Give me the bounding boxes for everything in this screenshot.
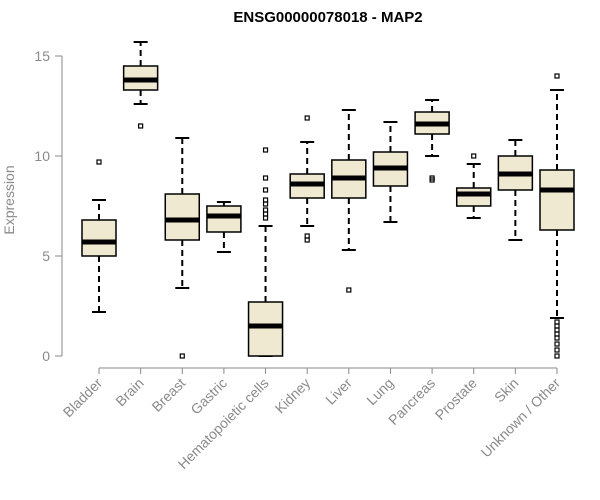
iqr-box bbox=[247, 301, 284, 357]
outlier-point bbox=[304, 115, 310, 121]
outlier-point bbox=[262, 207, 269, 213]
outlier-point bbox=[554, 347, 560, 353]
x-tick-label: Breast bbox=[148, 375, 188, 415]
outlier-point bbox=[179, 353, 185, 359]
outlier-point bbox=[554, 327, 560, 333]
x-tick-label: Unknown / Other bbox=[478, 375, 564, 461]
x-tick-label: Bladder bbox=[60, 375, 106, 421]
outlier-point bbox=[262, 215, 269, 221]
outlier-point bbox=[262, 187, 269, 193]
x-tick-label: Prostate bbox=[432, 375, 480, 423]
box-group bbox=[372, 121, 409, 223]
outlier-point bbox=[262, 197, 269, 203]
outlier-point bbox=[471, 153, 477, 159]
outlier-point bbox=[554, 353, 560, 359]
iqr-box bbox=[81, 219, 117, 257]
y-axis-label: Expression bbox=[1, 165, 17, 234]
outlier-point bbox=[554, 323, 560, 329]
y-tick-label: 5 bbox=[42, 248, 50, 264]
outlier-point bbox=[262, 147, 269, 153]
outlier-point bbox=[262, 201, 269, 207]
box-group bbox=[122, 41, 159, 129]
y-tick-label: 10 bbox=[34, 148, 50, 164]
x-tick-label: Skin bbox=[491, 375, 522, 406]
iqr-box bbox=[206, 205, 242, 233]
box-group bbox=[539, 73, 575, 359]
iqr-box bbox=[539, 169, 575, 231]
iqr-box bbox=[455, 187, 492, 207]
outlier-point bbox=[554, 331, 560, 337]
outlier-point bbox=[96, 159, 102, 165]
outlier-point bbox=[554, 335, 560, 341]
x-tick-label: Brain bbox=[112, 375, 146, 409]
box-group bbox=[497, 139, 534, 241]
box-group bbox=[331, 109, 367, 293]
boxes-group bbox=[81, 41, 575, 359]
box-group bbox=[206, 201, 242, 253]
box-group bbox=[247, 147, 284, 357]
box-group bbox=[414, 99, 450, 183]
outlier-point bbox=[304, 233, 310, 239]
outlier-point bbox=[554, 73, 560, 79]
iqr-box bbox=[164, 193, 201, 241]
y-tick-label: 15 bbox=[34, 48, 50, 64]
outlier-point bbox=[554, 319, 560, 325]
box-group bbox=[81, 159, 117, 313]
outlier-point bbox=[138, 123, 144, 129]
y-tick-label: 0 bbox=[42, 348, 50, 364]
box-group bbox=[289, 115, 325, 243]
box-group bbox=[455, 153, 492, 219]
outlier-point bbox=[262, 211, 269, 217]
x-tick-label: Lung bbox=[363, 375, 396, 408]
chart-title: ENSG00000078018 - MAP2 bbox=[233, 9, 422, 26]
outlier-point bbox=[304, 237, 310, 243]
x-tick-label: Kidney bbox=[272, 375, 314, 417]
y-axis: 0 5 10 15 bbox=[34, 48, 63, 364]
outlier-point bbox=[554, 341, 560, 347]
outlier-point bbox=[429, 175, 435, 181]
box-group bbox=[164, 137, 201, 359]
outlier-point bbox=[262, 175, 269, 181]
outlier-point bbox=[346, 287, 352, 293]
x-tick-label: Liver bbox=[322, 375, 355, 408]
